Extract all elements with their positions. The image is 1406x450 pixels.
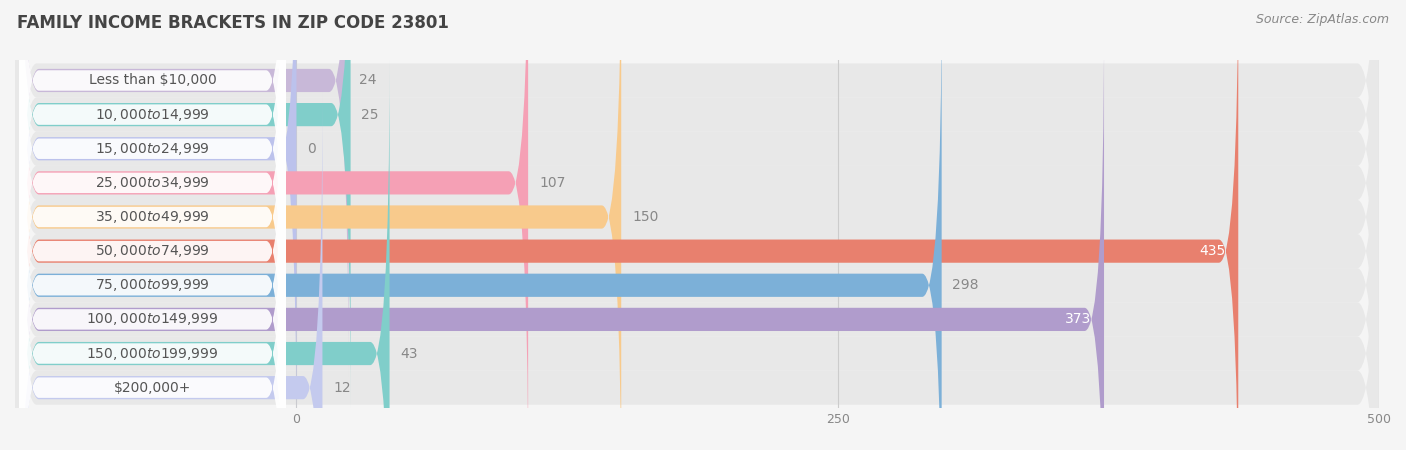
FancyBboxPatch shape bbox=[20, 0, 942, 450]
Text: 373: 373 bbox=[1064, 312, 1091, 326]
Text: $50,000 to $74,999: $50,000 to $74,999 bbox=[96, 243, 209, 259]
FancyBboxPatch shape bbox=[20, 0, 349, 376]
Text: $15,000 to $24,999: $15,000 to $24,999 bbox=[96, 141, 209, 157]
Text: 12: 12 bbox=[333, 381, 352, 395]
Text: 24: 24 bbox=[360, 73, 377, 87]
FancyBboxPatch shape bbox=[20, 24, 1104, 450]
Text: 25: 25 bbox=[361, 108, 378, 122]
Text: Source: ZipAtlas.com: Source: ZipAtlas.com bbox=[1256, 14, 1389, 27]
FancyBboxPatch shape bbox=[20, 0, 350, 410]
FancyBboxPatch shape bbox=[20, 0, 285, 450]
Text: FAMILY INCOME BRACKETS IN ZIP CODE 23801: FAMILY INCOME BRACKETS IN ZIP CODE 23801 bbox=[17, 14, 449, 32]
Text: Less than $10,000: Less than $10,000 bbox=[89, 73, 217, 87]
Text: $200,000+: $200,000+ bbox=[114, 381, 191, 395]
Text: $35,000 to $49,999: $35,000 to $49,999 bbox=[96, 209, 209, 225]
Text: 0: 0 bbox=[308, 142, 316, 156]
FancyBboxPatch shape bbox=[20, 0, 285, 450]
FancyBboxPatch shape bbox=[20, 0, 285, 412]
FancyBboxPatch shape bbox=[20, 0, 621, 450]
FancyBboxPatch shape bbox=[20, 0, 1239, 450]
Text: 107: 107 bbox=[538, 176, 565, 190]
FancyBboxPatch shape bbox=[15, 0, 1379, 439]
FancyBboxPatch shape bbox=[20, 57, 285, 450]
FancyBboxPatch shape bbox=[15, 0, 1379, 450]
FancyBboxPatch shape bbox=[20, 0, 285, 446]
FancyBboxPatch shape bbox=[15, 29, 1379, 450]
FancyBboxPatch shape bbox=[20, 0, 285, 378]
FancyBboxPatch shape bbox=[15, 0, 1379, 450]
FancyBboxPatch shape bbox=[15, 0, 1379, 450]
Text: $75,000 to $99,999: $75,000 to $99,999 bbox=[96, 277, 209, 293]
FancyBboxPatch shape bbox=[20, 0, 285, 450]
FancyBboxPatch shape bbox=[20, 0, 297, 444]
FancyBboxPatch shape bbox=[20, 58, 389, 450]
FancyBboxPatch shape bbox=[20, 91, 285, 450]
Text: $10,000 to $14,999: $10,000 to $14,999 bbox=[96, 107, 209, 122]
FancyBboxPatch shape bbox=[15, 0, 1379, 450]
Text: $25,000 to $34,999: $25,000 to $34,999 bbox=[96, 175, 209, 191]
Text: 298: 298 bbox=[952, 278, 979, 292]
FancyBboxPatch shape bbox=[20, 92, 322, 450]
Text: $150,000 to $199,999: $150,000 to $199,999 bbox=[86, 346, 219, 361]
FancyBboxPatch shape bbox=[20, 0, 285, 450]
Text: 150: 150 bbox=[633, 210, 658, 224]
FancyBboxPatch shape bbox=[15, 0, 1379, 405]
Text: 43: 43 bbox=[401, 346, 418, 360]
FancyBboxPatch shape bbox=[15, 63, 1379, 450]
Text: $100,000 to $149,999: $100,000 to $149,999 bbox=[86, 311, 219, 328]
FancyBboxPatch shape bbox=[15, 0, 1379, 450]
FancyBboxPatch shape bbox=[20, 0, 529, 450]
FancyBboxPatch shape bbox=[15, 0, 1379, 450]
Text: 435: 435 bbox=[1199, 244, 1225, 258]
FancyBboxPatch shape bbox=[20, 22, 285, 450]
